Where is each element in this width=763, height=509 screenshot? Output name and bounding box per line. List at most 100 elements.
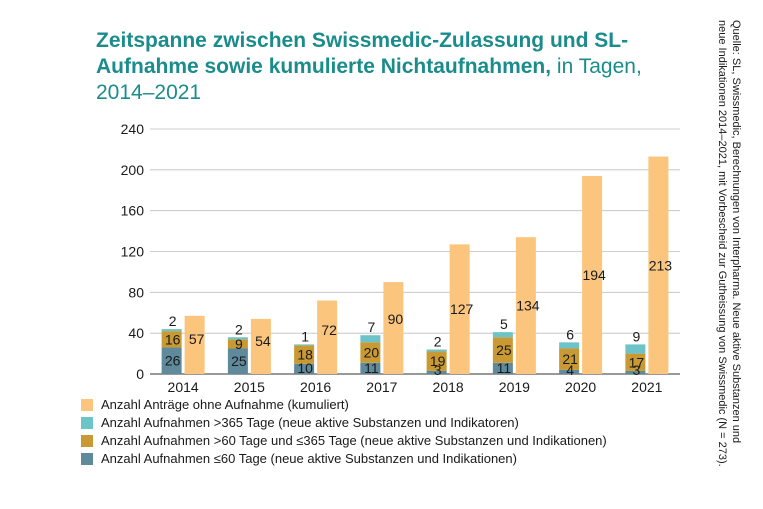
data-label-le60-2019: 11 bbox=[497, 360, 512, 376]
y-tick-0: 0 bbox=[136, 366, 144, 382]
data-label-le60-2017: 11 bbox=[364, 360, 379, 376]
x-tick-2018: 2018 bbox=[433, 379, 464, 395]
data-label-gt365-2017: 7 bbox=[367, 319, 375, 335]
x-tick-labels: 2014 2015 2016 2017 2018 2019 2020 2021 bbox=[168, 379, 663, 395]
bar-kumuliert-2020 bbox=[582, 175, 603, 374]
x-tick-2015: 2015 bbox=[234, 379, 265, 395]
bar-kumuliert-2019 bbox=[515, 237, 536, 374]
legend-swatch-kumuliert bbox=[81, 398, 93, 411]
legend-item-gt60: Anzahl Aufnahmen >60 Tage und ≤365 Tage … bbox=[81, 432, 681, 449]
legend: Anzahl Anträge ohne Aufnahme (kumuliert)… bbox=[81, 396, 681, 468]
data-label-le60-2021: 3 bbox=[632, 362, 640, 378]
data-label-le60-2014: 26 bbox=[165, 353, 181, 369]
bar-kumuliert-2021 bbox=[648, 156, 669, 374]
data-label-kumuliert-2020: 194 bbox=[582, 267, 606, 283]
legend-swatch-gt60 bbox=[81, 434, 93, 447]
chart-title-suffix: in Tagen, 2014–2021 bbox=[96, 55, 642, 104]
y-tick-120: 120 bbox=[121, 244, 145, 260]
bar-gt60-2015 bbox=[227, 339, 248, 349]
data-label-gt365-2016: 1 bbox=[301, 328, 309, 344]
x-tick-2019: 2019 bbox=[499, 379, 530, 395]
data-label-gt365-2021: 9 bbox=[632, 328, 640, 344]
data-label-kumuliert-2019: 134 bbox=[516, 298, 540, 314]
data-label-gt60-2015: 9 bbox=[235, 336, 243, 352]
y-tick-240: 240 bbox=[121, 121, 145, 137]
bar-gt365-2021 bbox=[625, 344, 646, 354]
bar-le60-2014 bbox=[161, 347, 182, 374]
data-label-gt365-2014: 2 bbox=[169, 313, 177, 329]
legend-label-gt60: Anzahl Aufnahmen >60 Tage und ≤365 Tage … bbox=[101, 433, 607, 448]
data-label-le60-2016: 10 bbox=[297, 360, 313, 376]
bar-le60-2021 bbox=[625, 370, 646, 374]
bar-gt60-2016 bbox=[294, 345, 315, 364]
bar-gt365-2016 bbox=[294, 344, 315, 346]
data-label-gt365-2020: 6 bbox=[566, 326, 574, 342]
bar-le60-2015 bbox=[227, 348, 248, 374]
data-label-kumuliert-2017: 90 bbox=[388, 311, 404, 327]
bar-kumuliert-2014 bbox=[184, 315, 205, 374]
bar-gt365-2018 bbox=[426, 349, 447, 352]
x-tick-2021: 2021 bbox=[631, 379, 662, 395]
chart-title: Zeitspanne zwischen Swissmedic-Zulassung… bbox=[96, 28, 696, 106]
legend-item-gt365: Anzahl Aufnahmen >365 Tage (neue aktive … bbox=[81, 414, 681, 431]
bar-gt365-2017 bbox=[360, 335, 381, 343]
bar-gt365-2020 bbox=[559, 342, 580, 349]
bar-le60-2019 bbox=[492, 362, 513, 374]
x-tick-2020: 2020 bbox=[565, 379, 596, 395]
bars bbox=[161, 156, 669, 374]
y-tick-80: 80 bbox=[128, 284, 144, 300]
bar-kumuliert-2018 bbox=[449, 244, 470, 374]
bar-le60-2016 bbox=[294, 363, 315, 374]
data-label-gt60-2018: 19 bbox=[430, 353, 446, 369]
bar-kumuliert-2017 bbox=[383, 282, 404, 374]
legend-swatch-gt365 bbox=[81, 416, 93, 429]
data-label-gt365-2015: 2 bbox=[235, 321, 243, 337]
bar-gt60-2021 bbox=[625, 353, 646, 371]
data-label-le60-2020: 4 bbox=[566, 362, 574, 378]
x-tick-2016: 2016 bbox=[300, 379, 331, 395]
bar-gt365-2019 bbox=[492, 332, 513, 338]
data-label-kumuliert-2014: 57 bbox=[189, 331, 205, 347]
bar-kumuliert-2016 bbox=[317, 300, 338, 374]
bar-gt60-2017 bbox=[360, 342, 381, 363]
bar-gt60-2020 bbox=[559, 348, 580, 370]
data-label-gt60-2021: 17 bbox=[629, 354, 645, 370]
bar-gt60-2018 bbox=[426, 351, 447, 371]
data-label-kumuliert-2015: 54 bbox=[255, 333, 271, 349]
data-label-gt60-2020: 21 bbox=[562, 351, 578, 367]
bar-gt365-2014 bbox=[161, 329, 182, 332]
data-label-gt60-2016: 18 bbox=[297, 347, 313, 363]
bar-kumuliert-2015 bbox=[250, 318, 271, 374]
legend-swatch-le60 bbox=[81, 452, 93, 465]
bar-le60-2017 bbox=[360, 362, 381, 374]
bar-gt365-2015 bbox=[227, 337, 248, 340]
source-note: Quelle: SL, Swissmedic, Berechnungen von… bbox=[716, 20, 742, 467]
data-label-le60-2015: 25 bbox=[231, 353, 247, 369]
data-label-kumuliert-2016: 72 bbox=[321, 322, 337, 338]
legend-item-le60: Anzahl Aufnahmen ≤60 Tage (neue aktive S… bbox=[81, 450, 681, 467]
data-label-gt365-2018: 2 bbox=[434, 334, 442, 350]
legend-label-kumuliert: Anzahl Anträge ohne Aufnahme (kumuliert) bbox=[101, 397, 349, 412]
chart-title-main: Zeitspanne zwischen Swissmedic-Zulassung… bbox=[96, 29, 629, 78]
x-tick-2017: 2017 bbox=[366, 379, 397, 395]
y-tick-40: 40 bbox=[128, 325, 144, 341]
bar-le60-2018 bbox=[426, 370, 447, 374]
y-tick-200: 200 bbox=[121, 162, 145, 178]
bar-gt60-2019 bbox=[492, 337, 513, 363]
legend-label-le60: Anzahl Aufnahmen ≤60 Tage (neue aktive S… bbox=[101, 451, 517, 466]
x-tick-2014: 2014 bbox=[168, 379, 199, 395]
data-label-gt60-2017: 20 bbox=[364, 345, 380, 361]
data-label-gt60-2019: 25 bbox=[496, 342, 512, 358]
legend-item-kumuliert: Anzahl Anträge ohne Aufnahme (kumuliert) bbox=[81, 396, 681, 413]
data-label-kumuliert-2018: 127 bbox=[450, 301, 474, 317]
data-label-le60-2018: 3 bbox=[434, 362, 442, 378]
bar-gt60-2014 bbox=[161, 331, 182, 348]
data-label-gt365-2019: 5 bbox=[500, 316, 508, 332]
data-label-gt60-2014: 16 bbox=[165, 331, 181, 347]
y-tick-160: 160 bbox=[121, 203, 145, 219]
legend-label-gt365: Anzahl Aufnahmen >365 Tage (neue aktive … bbox=[101, 415, 519, 430]
bar-le60-2020 bbox=[559, 369, 580, 374]
y-tick-labels: 0 40 80 120 160 200 240 bbox=[121, 121, 145, 382]
